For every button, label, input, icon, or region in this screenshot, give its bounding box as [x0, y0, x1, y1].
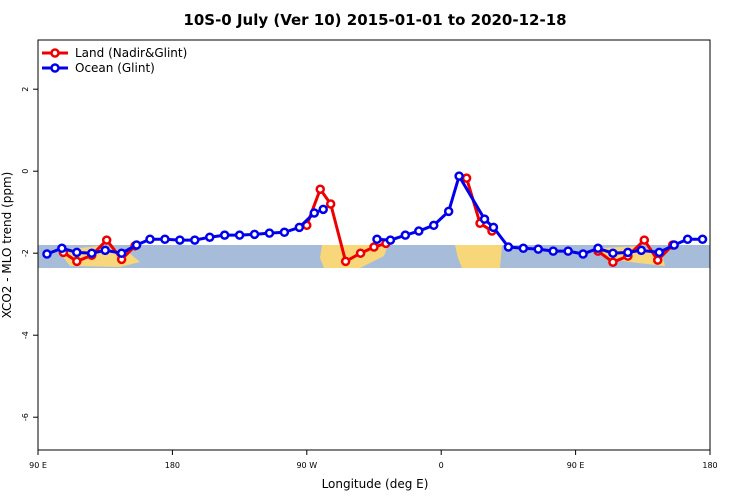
y-tick-label: -6 — [21, 413, 30, 421]
legend: Land (Nadir&Glint)Ocean (Glint) — [42, 46, 187, 75]
point — [479, 214, 490, 224]
x-tick-label: 0 — [439, 461, 444, 470]
point — [100, 245, 110, 256]
point — [340, 256, 351, 267]
legend-label: Land (Nadir&Glint) — [75, 46, 187, 60]
point — [219, 230, 230, 240]
point — [608, 248, 618, 258]
point — [160, 234, 170, 245]
point — [385, 235, 396, 245]
point — [57, 243, 67, 254]
point — [654, 247, 664, 258]
y-tick-label: 2 — [21, 87, 30, 92]
point — [548, 246, 558, 256]
point — [369, 242, 379, 252]
point — [294, 222, 305, 233]
point — [87, 248, 97, 258]
y-tick-label: -2 — [21, 249, 30, 257]
point — [355, 248, 366, 258]
point — [443, 206, 454, 217]
point — [518, 243, 529, 254]
point — [279, 227, 290, 238]
legend-marker — [50, 48, 60, 58]
y-axis-label: XCO2 - MLO trend (ppm) — [0, 172, 14, 319]
point — [428, 220, 439, 231]
point — [325, 199, 336, 209]
point — [608, 257, 618, 267]
legend-label: Ocean (Glint) — [75, 61, 155, 75]
point — [533, 244, 544, 254]
point — [636, 245, 647, 256]
point — [461, 173, 472, 183]
point — [72, 256, 82, 267]
point — [639, 235, 650, 245]
point — [623, 247, 633, 258]
x-tick-label: 180 — [702, 461, 717, 470]
legend-marker — [50, 63, 60, 73]
point — [414, 226, 424, 236]
point — [400, 230, 411, 240]
x-tick-label: 180 — [165, 461, 180, 470]
x-axis-label: Longitude (deg E) — [322, 477, 429, 491]
y-tick-label: -4 — [21, 331, 30, 339]
point — [116, 248, 127, 258]
point — [309, 208, 320, 218]
y-tick-label: 0 — [21, 169, 30, 174]
point — [204, 232, 215, 242]
point — [131, 240, 142, 250]
point — [234, 230, 245, 240]
point — [190, 235, 200, 245]
point — [145, 234, 155, 245]
plot-box — [37, 39, 711, 451]
x-tick-label: 90 E — [567, 461, 585, 470]
point — [72, 247, 82, 258]
point — [372, 234, 382, 245]
point — [175, 235, 185, 245]
point — [652, 255, 663, 265]
point — [249, 229, 260, 240]
point — [264, 228, 275, 238]
point — [563, 246, 573, 256]
point — [578, 249, 588, 259]
point — [503, 242, 514, 252]
x-tick-label: 90 W — [296, 461, 317, 470]
chart-title: 10S-0 July (Ver 10) 2015-01-01 to 2020-1… — [183, 11, 566, 29]
point — [697, 234, 708, 245]
point — [42, 249, 52, 259]
point — [682, 234, 693, 245]
point — [315, 184, 325, 194]
point — [669, 240, 679, 250]
x-tick-label: 90 E — [29, 461, 47, 470]
point — [593, 243, 603, 254]
point — [318, 204, 328, 215]
point — [454, 171, 464, 181]
point — [101, 235, 112, 245]
point — [488, 222, 499, 233]
